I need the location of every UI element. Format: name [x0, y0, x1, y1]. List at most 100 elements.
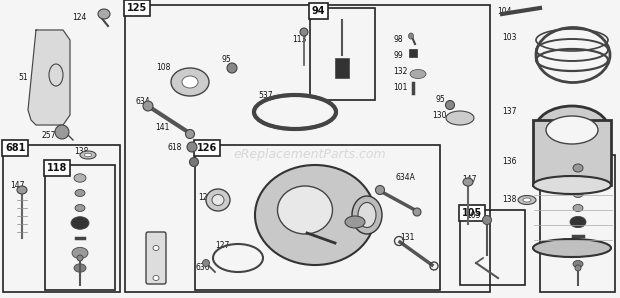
Ellipse shape: [153, 246, 159, 251]
Bar: [195, 145, 440, 290]
Text: 108: 108: [156, 63, 171, 72]
Text: 147: 147: [462, 176, 477, 184]
Ellipse shape: [413, 208, 421, 216]
Text: 104: 104: [497, 7, 511, 16]
Ellipse shape: [345, 216, 365, 228]
Ellipse shape: [84, 153, 92, 157]
Ellipse shape: [573, 260, 583, 268]
Bar: [460, 210, 525, 285]
Text: 130: 130: [432, 111, 446, 119]
Bar: [540, 155, 615, 292]
Ellipse shape: [446, 111, 474, 125]
Text: 136: 136: [502, 158, 516, 167]
Bar: [310, 8, 375, 100]
Ellipse shape: [190, 158, 198, 167]
Ellipse shape: [71, 217, 89, 229]
FancyBboxPatch shape: [146, 232, 166, 284]
Ellipse shape: [182, 76, 198, 88]
Text: 118: 118: [47, 163, 68, 173]
Text: 131: 131: [400, 234, 414, 243]
Ellipse shape: [80, 151, 96, 159]
Ellipse shape: [575, 265, 581, 271]
Text: 681: 681: [5, 143, 25, 153]
Ellipse shape: [153, 275, 159, 280]
Ellipse shape: [171, 68, 209, 96]
Bar: [533, 120, 611, 185]
Ellipse shape: [573, 204, 583, 212]
Text: 618: 618: [168, 144, 182, 153]
Text: 127: 127: [215, 240, 229, 249]
Ellipse shape: [523, 198, 531, 202]
Ellipse shape: [255, 165, 375, 265]
Text: 103: 103: [502, 33, 516, 43]
Text: 51: 51: [18, 74, 28, 83]
Ellipse shape: [278, 186, 332, 234]
Ellipse shape: [74, 174, 86, 182]
Text: eReplacementParts.com: eReplacementParts.com: [234, 148, 386, 162]
Ellipse shape: [446, 100, 454, 109]
Ellipse shape: [573, 164, 583, 172]
Ellipse shape: [533, 239, 611, 257]
Ellipse shape: [72, 247, 88, 259]
Bar: [3, 145, 120, 292]
Ellipse shape: [376, 185, 384, 195]
Text: 137: 137: [502, 108, 516, 117]
Polygon shape: [28, 30, 70, 125]
Ellipse shape: [352, 196, 382, 234]
Text: 132: 132: [393, 68, 407, 77]
Ellipse shape: [518, 195, 536, 204]
Text: 126: 126: [197, 143, 217, 153]
Ellipse shape: [75, 190, 85, 196]
Text: 537: 537: [258, 91, 273, 100]
Text: 662: 662: [148, 251, 162, 260]
Ellipse shape: [185, 130, 195, 139]
Text: 987: 987: [340, 215, 355, 224]
Text: 128: 128: [198, 193, 212, 203]
Bar: [409, 49, 417, 57]
Text: 105: 105: [466, 210, 480, 220]
Ellipse shape: [535, 106, 609, 154]
Ellipse shape: [482, 215, 492, 224]
Text: 257: 257: [42, 131, 56, 139]
Ellipse shape: [533, 176, 611, 194]
Text: 118: 118: [542, 153, 562, 163]
Ellipse shape: [253, 94, 337, 130]
Ellipse shape: [570, 216, 586, 228]
Ellipse shape: [463, 178, 473, 186]
Text: 98: 98: [393, 35, 402, 44]
Text: 101: 101: [393, 83, 407, 92]
Ellipse shape: [17, 186, 27, 194]
Text: 105: 105: [462, 208, 482, 218]
Text: 95: 95: [435, 95, 445, 105]
Ellipse shape: [570, 244, 586, 256]
Ellipse shape: [573, 176, 583, 184]
Text: 636: 636: [195, 263, 210, 272]
Text: 124: 124: [72, 13, 86, 23]
Ellipse shape: [409, 33, 414, 39]
Ellipse shape: [77, 255, 83, 261]
Text: 113: 113: [292, 35, 306, 44]
Ellipse shape: [358, 203, 376, 227]
Ellipse shape: [187, 142, 197, 152]
Text: 138: 138: [502, 195, 516, 204]
Ellipse shape: [410, 69, 426, 78]
Ellipse shape: [227, 63, 237, 73]
Text: 125: 125: [127, 3, 148, 13]
Text: 141: 141: [155, 122, 169, 131]
Bar: [45, 165, 115, 290]
Ellipse shape: [212, 195, 224, 206]
Ellipse shape: [203, 260, 210, 266]
Bar: [125, 5, 490, 292]
Ellipse shape: [143, 101, 153, 111]
Ellipse shape: [98, 9, 110, 19]
Bar: [335, 58, 349, 78]
Text: 634A: 634A: [395, 173, 415, 182]
Ellipse shape: [75, 204, 85, 212]
Ellipse shape: [265, 102, 325, 122]
Ellipse shape: [573, 190, 583, 198]
Text: 99: 99: [393, 50, 403, 60]
Ellipse shape: [300, 28, 308, 36]
Ellipse shape: [55, 125, 69, 139]
Text: 138: 138: [74, 148, 89, 156]
Text: 634: 634: [135, 97, 149, 106]
